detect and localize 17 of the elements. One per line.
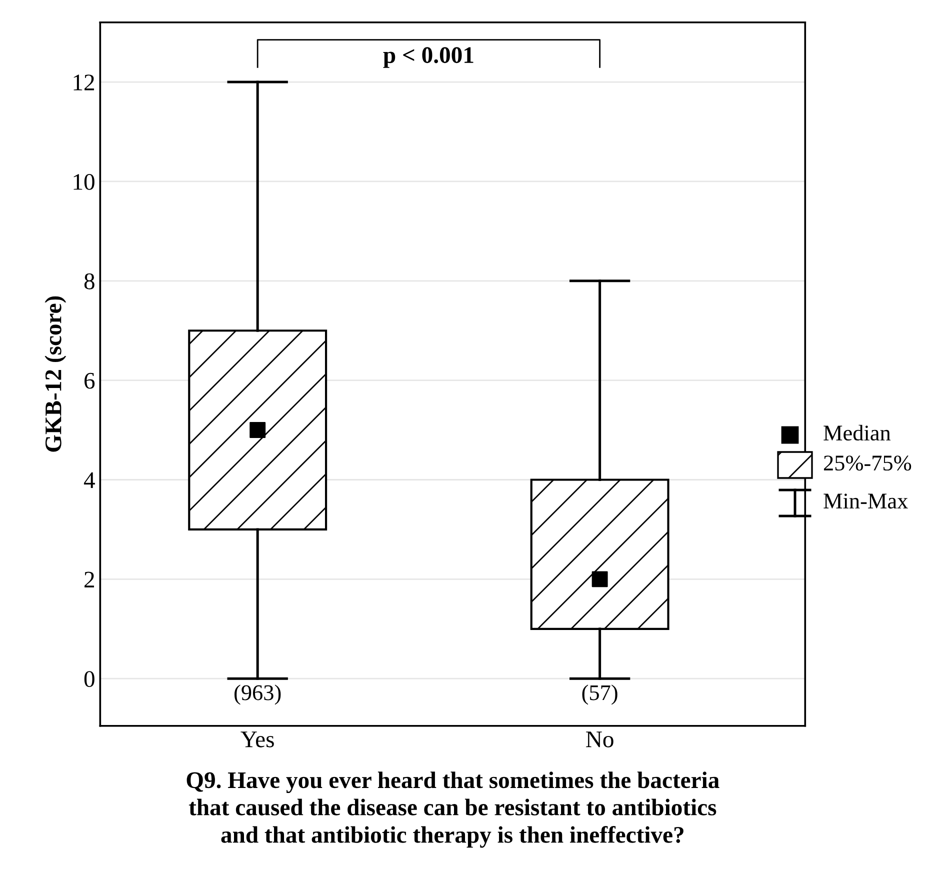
annotation: p < 0.001 xyxy=(383,47,474,68)
y-axis-title: GKB-12 (score) xyxy=(44,296,66,452)
text: Median xyxy=(824,424,891,441)
y-tick-label: 10 xyxy=(74,174,94,190)
y-tick-label: 12 xyxy=(74,74,94,90)
x-tick-label: No xyxy=(586,732,614,748)
y-tick-label: 8 xyxy=(84,273,94,290)
x-tick-label: Yes xyxy=(240,732,274,748)
y-tick-label: 6 xyxy=(84,372,95,389)
annotation: (963) xyxy=(234,684,281,705)
text: 25%-75% xyxy=(824,456,912,471)
y-tick-label: 4 xyxy=(84,472,95,488)
text: Min-Max xyxy=(824,494,908,509)
x-axis-title: Q9. Have you ever heard that sometimes the bacteria that caused the disease can be resistant to antibiotics and that antibiotic therapy is then ineffective? xyxy=(186,772,720,848)
y-tick-label: 0 xyxy=(84,671,94,688)
y-tick-label: 2 xyxy=(84,572,94,588)
annotation: (57) xyxy=(582,684,618,705)
